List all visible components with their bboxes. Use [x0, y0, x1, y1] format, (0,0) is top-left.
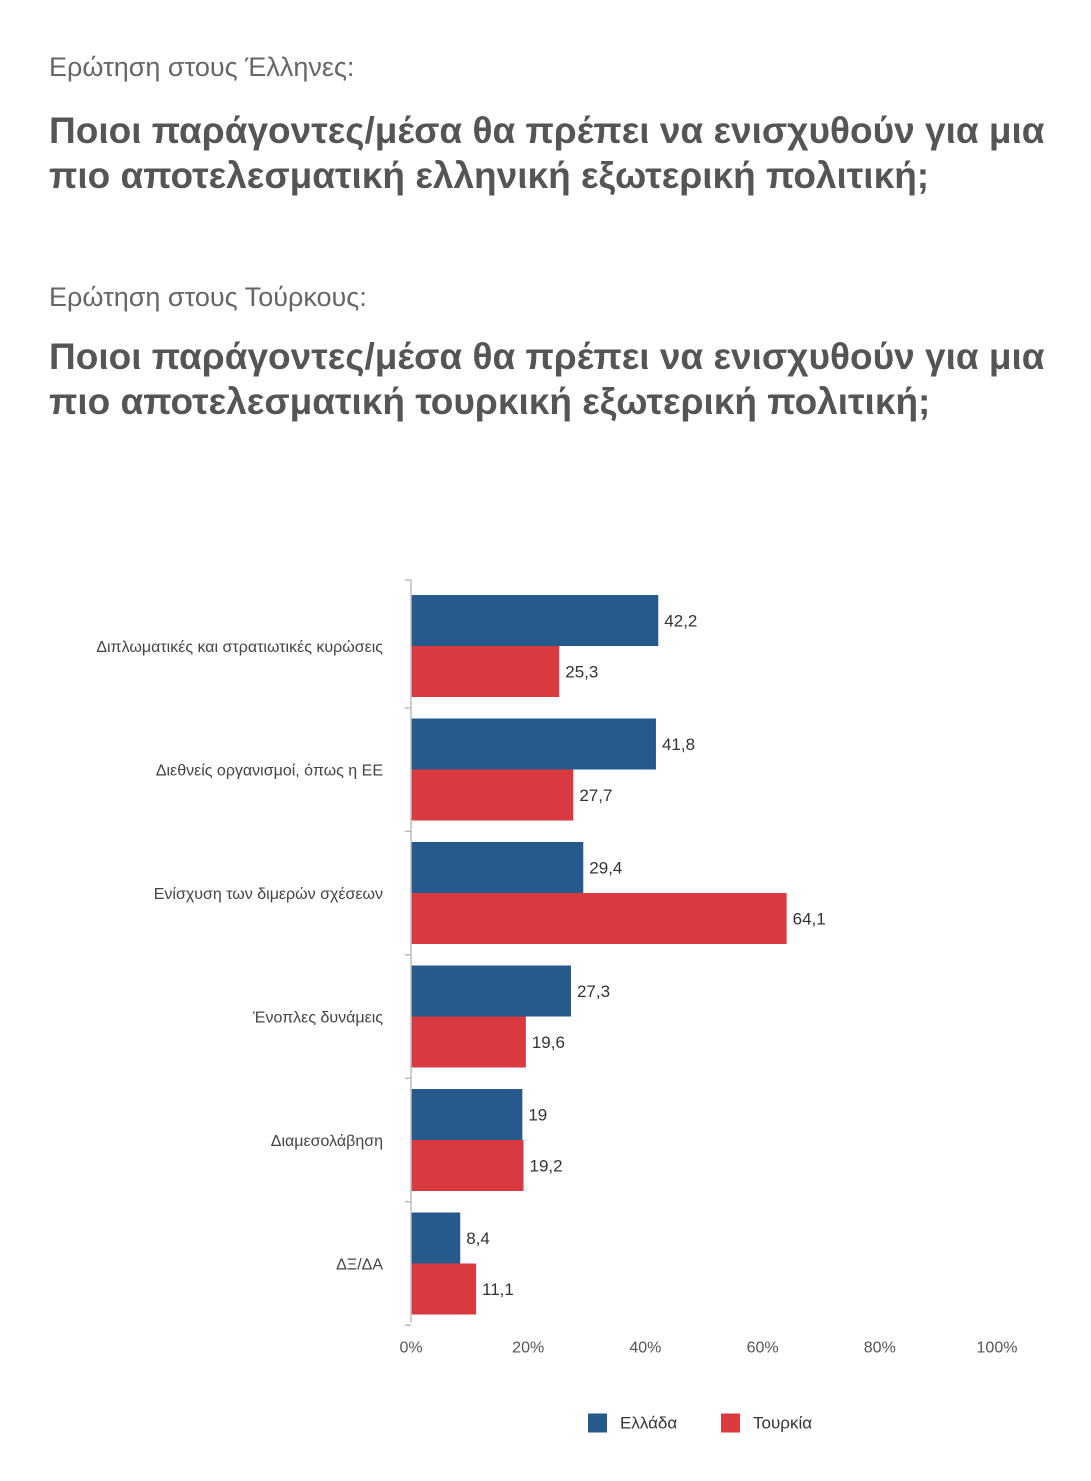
value-label: 11,1 — [482, 1280, 514, 1299]
legend-label[interactable]: Ελλάδα — [620, 1414, 677, 1433]
x-tick-labels: 0% 20% 40% 60% 80% 100% — [399, 1340, 1017, 1357]
x-tick-label: 20% — [512, 1340, 544, 1357]
bar[interactable] — [411, 1212, 461, 1264]
value-label: 27,3 — [577, 982, 610, 1001]
bar[interactable] — [411, 893, 787, 944]
question-intro-greeks: Ερώτηση στους Έλληνες: — [49, 52, 355, 82]
legend-swatch[interactable] — [588, 1413, 607, 1433]
bar[interactable] — [411, 965, 571, 1017]
value-label: 19 — [528, 1106, 547, 1125]
value-label: 25,3 — [565, 663, 598, 682]
legend-swatch[interactable] — [721, 1413, 740, 1433]
question-intro-turks: Ερώτηση στους Τούρκους: — [49, 282, 367, 312]
value-label: 19,6 — [532, 1033, 565, 1052]
bar[interactable] — [411, 842, 584, 893]
bar[interactable] — [411, 1016, 526, 1068]
bar[interactable] — [411, 718, 656, 770]
value-label: 41,8 — [662, 735, 695, 754]
x-tick-label: 40% — [629, 1340, 661, 1357]
value-label: 42,2 — [664, 612, 697, 631]
category-labels: Διπλωματικές και στρατιωτικές κυρώσεις Δι… — [96, 639, 383, 1274]
bar[interactable] — [411, 1089, 523, 1140]
category-label: ΔΞ/ΔΑ — [336, 1257, 383, 1274]
legend[interactable]: Ελλάδα Τουρκία — [588, 1413, 812, 1433]
question-title-greeks: Ποιοι παράγοντες/μέσα θα πρέπει να ενισχ… — [49, 110, 1045, 196]
value-label: 27,7 — [579, 786, 612, 805]
bar[interactable] — [411, 1263, 477, 1315]
question-title-turks: Ποιοι παράγοντες/μέσα θα πρέπει να ενισχ… — [49, 336, 1045, 422]
category-label: Διεθνείς οργανισμοί, όπως η ΕΕ — [156, 763, 383, 780]
category-label: Διπλωματικές και στρατιωτικές κυρώσεις — [96, 639, 383, 656]
bar[interactable] — [411, 595, 659, 646]
x-tick-label: 80% — [864, 1340, 896, 1357]
value-label: 29,4 — [589, 859, 622, 878]
value-label: 19,2 — [530, 1157, 563, 1176]
category-label: Ενίσχυση των διμερών σχέσεων — [154, 886, 383, 903]
x-tick-label: 60% — [747, 1340, 779, 1357]
category-label: Διαμεσολάβηση — [271, 1133, 383, 1150]
category-label: Ένοπλες δυνάμεις — [252, 1010, 383, 1027]
value-labels: 42,2 25,3 41,8 27,7 29,4 64,1 27,3 19,6 19 19,2 8,… — [466, 612, 825, 1300]
bar-chart: Διπλωματικές και στρατιωτικές κυρώσεις Δι… — [96, 579, 1017, 1433]
axis-ticks — [405, 579, 411, 1326]
bar[interactable] — [411, 646, 560, 697]
value-label: 64,1 — [793, 910, 826, 929]
legend-label[interactable]: Τουρκία — [753, 1414, 812, 1433]
bars — [411, 595, 787, 1315]
bar[interactable] — [411, 1140, 524, 1191]
value-label: 8,4 — [466, 1229, 490, 1248]
x-tick-label: 100% — [977, 1340, 1018, 1357]
bar[interactable] — [411, 769, 574, 821]
x-tick-label: 0% — [399, 1340, 422, 1357]
